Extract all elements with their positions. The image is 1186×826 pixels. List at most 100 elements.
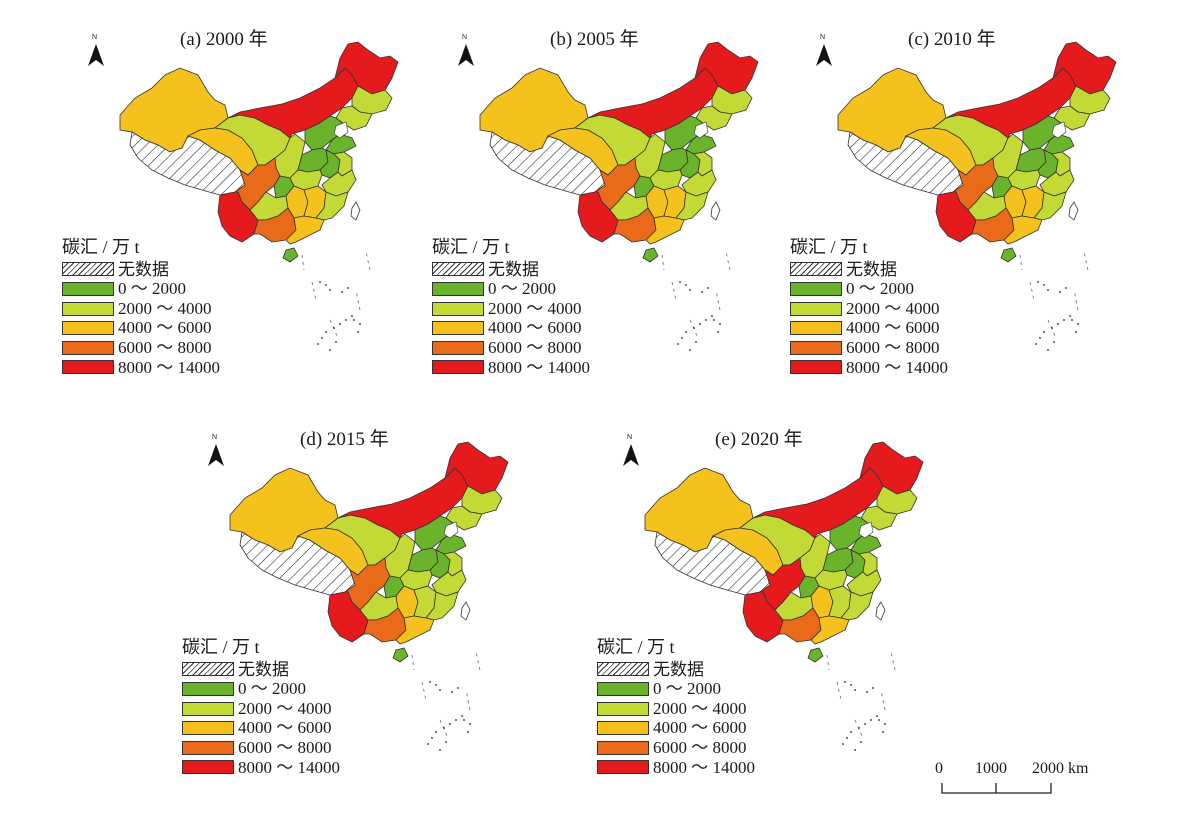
legend: 碳汇 / 万 t 无数据 0 ～ 2000 2000 ～ 4000 4000 ～ 600… [790, 237, 948, 377]
legend-swatch [790, 301, 842, 316]
legend-item: 2000 ～ 4000 [62, 299, 220, 319]
legend-swatch [182, 721, 234, 736]
region-inner-mongolia [337, 467, 469, 539]
region-taiwan [710, 201, 721, 221]
region-zhejiang [1039, 169, 1075, 197]
legend-title: 碳汇 / 万 t [182, 637, 260, 657]
legend-swatch [182, 760, 234, 775]
legend-label: 8000 ～ 14000 [118, 357, 220, 377]
region-taiwan [875, 601, 886, 621]
legend-swatch [790, 262, 842, 277]
scale-bar: 0 1000 2000 km [935, 760, 1115, 800]
legend-label: 2000 ～ 4000 [846, 298, 940, 318]
region-heilongjiang [1052, 41, 1117, 95]
legend-swatch [62, 360, 114, 375]
legend-swatch [182, 662, 234, 677]
legend-swatch [62, 321, 114, 336]
bohai-sea [858, 521, 874, 539]
south-china-sea-islands [411, 651, 481, 751]
legend-label: 无数据 [488, 259, 539, 279]
legend-item: 8000 ～ 14000 [62, 358, 220, 378]
legend-item: 无数据 [790, 260, 948, 280]
legend-label: 8000 ～ 14000 [488, 357, 590, 377]
region-jilin [461, 485, 503, 515]
legend-swatch [182, 740, 234, 755]
region-fujian [675, 191, 709, 221]
panel-title: (c) 2010 年 [908, 29, 996, 50]
legend-label: 0 ～ 2000 [238, 679, 306, 699]
region-jilin [1069, 85, 1111, 115]
region-zhejiang [846, 569, 882, 597]
region-guangdong [645, 215, 685, 245]
legend-swatch [432, 340, 484, 355]
north-label: N [212, 434, 218, 441]
legend-label: 2000 ～ 4000 [653, 698, 747, 718]
legend-label: 6000 ～ 8000 [653, 737, 747, 757]
legend-label: 8000 ～ 14000 [653, 757, 755, 777]
legend-item: 0 ～ 2000 [790, 279, 948, 299]
region-zhejiang [431, 569, 467, 597]
region-taiwan [460, 601, 471, 621]
legend: 碳汇 / 万 t 无数据 0 ～ 2000 2000 ～ 4000 4000 ～ 600… [182, 637, 340, 777]
panel-title: (b) 2005 年 [550, 29, 639, 50]
region-zhejiang [681, 169, 717, 197]
north-arrow-icon: N [814, 34, 834, 74]
legend-item: 2000 ～ 4000 [432, 299, 590, 319]
legend-swatch [62, 262, 114, 277]
legend-title: 碳汇 / 万 t [790, 237, 868, 257]
north-label: N [462, 34, 468, 41]
region-inner-mongolia [752, 467, 884, 539]
region-taiwan [1068, 201, 1079, 221]
legend-swatch [62, 281, 114, 296]
legend-item: 0 ～ 2000 [182, 679, 340, 699]
region-fujian [840, 591, 874, 621]
legend-label: 2000 ～ 4000 [238, 698, 332, 718]
legend-swatch [432, 301, 484, 316]
legend-label: 6000 ～ 8000 [846, 337, 940, 357]
legend-label: 无数据 [238, 659, 289, 679]
legend-label: 2000 ～ 4000 [488, 298, 582, 318]
legend-item: 2000 ～ 4000 [597, 699, 755, 719]
legend-item: 4000 ～ 6000 [597, 718, 755, 738]
legend-swatch [790, 340, 842, 355]
legend-item: 6000 ～ 8000 [597, 738, 755, 758]
legend-swatch [597, 701, 649, 716]
bohai-sea [333, 121, 349, 139]
region-guangdong [810, 615, 850, 645]
region-hainan [392, 647, 409, 663]
region-heilongjiang [444, 441, 509, 495]
legend-item: 4000 ～ 6000 [182, 718, 340, 738]
region-heilongjiang [694, 41, 759, 95]
bohai-sea [693, 121, 709, 139]
legend-swatch [597, 662, 649, 677]
region-fujian [1033, 191, 1067, 221]
north-arrow-icon: N [206, 434, 226, 474]
south-china-sea-islands [1019, 251, 1089, 351]
china-map [119, 41, 399, 351]
china-map [229, 441, 509, 751]
bohai-sea [443, 521, 459, 539]
scale-tick-2000: 2000 km [1032, 760, 1089, 777]
map-panel-2010: (c) 2010 年 N 碳汇 / 万 t 无数据 0 ～ 2000 2000 ～ 400… [790, 20, 1168, 400]
legend-item: 4000 ～ 6000 [62, 318, 220, 338]
region-jilin [876, 485, 918, 515]
legend-item: 无数据 [597, 660, 755, 680]
map-panel-2015: (d) 2015 年 N 碳汇 / 万 t 无数据 0 ～ 2000 2000 ～ 400… [182, 420, 560, 800]
china-map [479, 41, 759, 351]
legend-label: 0 ～ 2000 [846, 279, 914, 299]
legend-item: 0 ～ 2000 [62, 279, 220, 299]
bohai-sea [1051, 121, 1067, 139]
region-hainan [807, 647, 824, 663]
legend-item: 4000 ～ 6000 [432, 318, 590, 338]
legend-label: 8000 ～ 14000 [846, 357, 948, 377]
map-panel-2005: (b) 2005 年 N 碳汇 / 万 t 无数据 0 ～ 2000 2000 ～ 400… [432, 20, 810, 400]
legend-swatch [62, 301, 114, 316]
china-map [837, 41, 1117, 351]
south-china-sea-islands [826, 651, 896, 751]
legend-label: 4000 ～ 6000 [488, 318, 582, 338]
legend-item: 无数据 [62, 260, 220, 280]
legend-label: 0 ～ 2000 [118, 279, 186, 299]
legend-swatch [432, 321, 484, 336]
legend-label: 无数据 [118, 259, 169, 279]
legend-swatch [790, 321, 842, 336]
